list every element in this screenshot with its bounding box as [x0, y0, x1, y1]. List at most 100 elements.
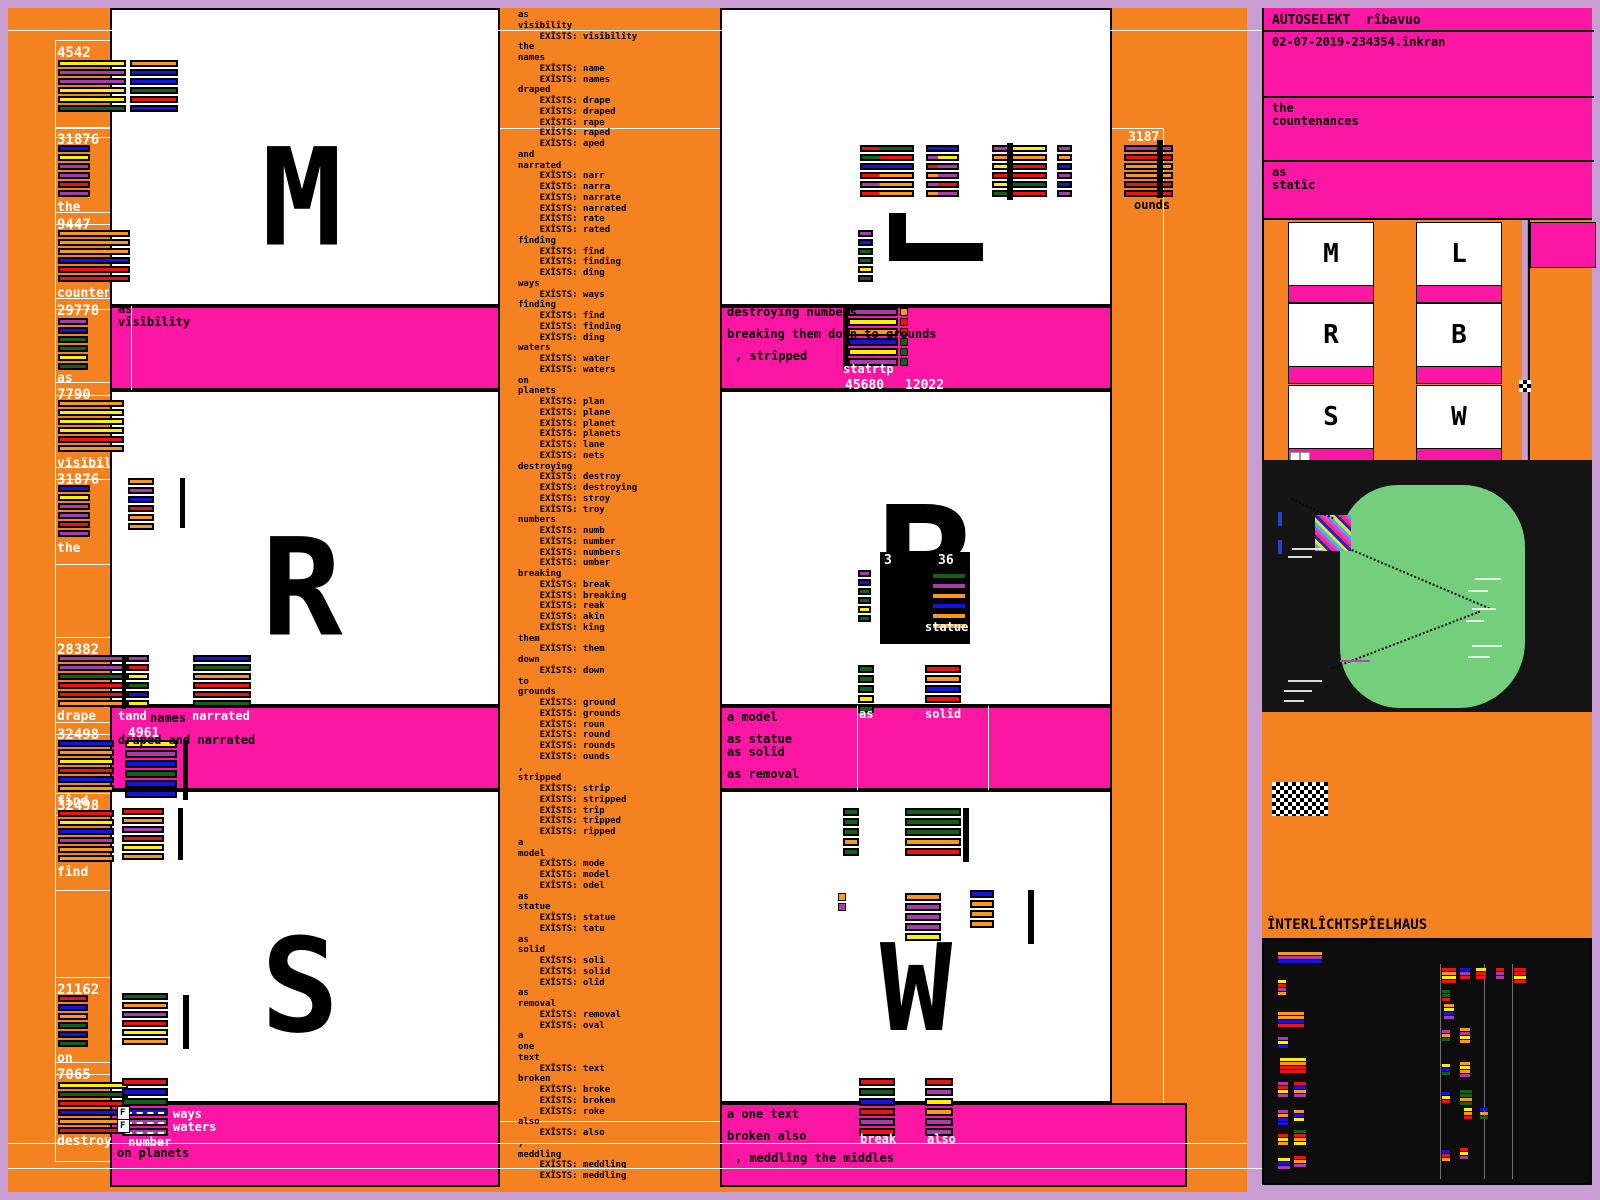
- bar-stack: [1124, 145, 1173, 199]
- flag-checkbox[interactable]: F: [117, 1119, 130, 1133]
- bar: [860, 145, 914, 152]
- bar-stack: [905, 893, 941, 943]
- bar-stack: [858, 665, 874, 715]
- lighthouse-title: ÎNTERLÎCHTSPÎELHAUS: [1267, 917, 1428, 933]
- minimap-tile[interactable]: S: [1288, 385, 1374, 449]
- bar-stack: [58, 145, 90, 199]
- overview-stack: [1480, 1108, 1488, 1120]
- exists-entry: EXÎSTS: olîd: [518, 977, 605, 988]
- flag-checkbox[interactable]: F: [117, 1106, 130, 1120]
- label: vîsîbîlîty: [118, 315, 191, 329]
- minimap-tile-footer: [1288, 366, 1374, 384]
- divider-bar: [122, 655, 126, 709]
- exists-entry: EXÎSTS: down: [518, 665, 605, 676]
- gutter: [1247, 0, 1262, 1200]
- bar: [900, 318, 908, 326]
- bar-stack: [970, 890, 994, 930]
- word-entry: vîsîbîlîty: [518, 20, 573, 31]
- minimap-tile[interactable]: W: [1416, 385, 1502, 449]
- bar: [58, 400, 124, 407]
- bar-stack: [926, 145, 959, 199]
- minimap-tile-footer: [1416, 285, 1502, 303]
- caption-band: [720, 306, 1112, 390]
- connector-line: [1291, 498, 1334, 520]
- label: 21162: [57, 982, 100, 998]
- bar: [905, 838, 961, 846]
- bar: [992, 154, 1047, 161]
- tick-mark: [1278, 540, 1282, 554]
- minimap-tile[interactable]: B: [1416, 303, 1502, 367]
- bar: [859, 1108, 895, 1116]
- divider-bar: [1028, 890, 1034, 944]
- bar: [128, 505, 154, 512]
- minimap-tile[interactable]: R: [1288, 303, 1374, 367]
- micro-text-mark: [1468, 590, 1488, 592]
- label: the: [57, 200, 81, 215]
- exists-entry: EXÎSTS: ways: [518, 289, 605, 300]
- bar: [848, 358, 898, 366]
- exists-entry: EXÎSTS: breakîng: [518, 590, 627, 601]
- overlay-label: 36: [938, 553, 954, 568]
- exists-entry: EXÎSTS: narrate: [518, 192, 621, 203]
- bar: [858, 675, 874, 683]
- exists-entry: EXÎSTS: meddlîng: [518, 1171, 627, 1181]
- bar: [58, 837, 114, 844]
- minimap-scrollbar[interactable]: [1522, 220, 1527, 460]
- bar: [128, 478, 154, 485]
- bar: [1057, 172, 1072, 179]
- label: break: [860, 1132, 897, 1146]
- bar-stack: [58, 740, 114, 794]
- bar: [125, 790, 177, 798]
- bar: [58, 530, 90, 537]
- noise-thumbnail[interactable]: [1315, 515, 1351, 551]
- label: 32498: [57, 727, 100, 743]
- sidebar-top-border: [1262, 0, 1592, 8]
- bar: [931, 592, 967, 600]
- micro-text-mark: [1284, 690, 1312, 692]
- bar: [128, 523, 154, 530]
- overview-stack: [1278, 1134, 1288, 1146]
- bar: [130, 96, 178, 103]
- label: 7065: [57, 1067, 91, 1083]
- scrollbar-thumb[interactable]: [1519, 380, 1531, 392]
- minimap-tile[interactable]: L: [1416, 222, 1502, 286]
- bar: [58, 172, 90, 179]
- bar: [900, 358, 908, 366]
- bar-stack: [848, 308, 898, 368]
- bar: [125, 780, 177, 788]
- bar: [1124, 154, 1173, 161]
- bar: [58, 190, 90, 197]
- minimap-tile[interactable]: M: [1288, 222, 1374, 286]
- bar: [58, 248, 130, 255]
- label: as solîd: [727, 745, 785, 759]
- bar: [859, 1128, 895, 1136]
- overview-stack: [1442, 1150, 1450, 1162]
- bar: [58, 327, 88, 334]
- session-id: 02-07-2019-234354.înkran: [1272, 35, 1446, 49]
- bar: [58, 427, 124, 434]
- bar: [848, 348, 898, 356]
- bar: [1124, 181, 1173, 188]
- bar: [838, 893, 846, 901]
- word-entry: narrated: [518, 160, 562, 171]
- word-entry: destroyîng: [518, 461, 573, 472]
- label: the: [57, 541, 81, 556]
- bar: [58, 266, 130, 273]
- exists-entry: EXÎSTS: rape: [518, 117, 605, 128]
- bar: [127, 700, 149, 707]
- label: number: [128, 1135, 172, 1149]
- exists-entry: EXÎSTS: dîng: [518, 268, 605, 278]
- bar: [843, 848, 859, 856]
- bar: [58, 275, 130, 282]
- bar: [193, 655, 251, 662]
- exists-entry: EXÎSTS: broken: [518, 1095, 616, 1106]
- bar: [58, 691, 128, 698]
- checkerboard-swatch: [1272, 782, 1328, 816]
- bar: [925, 1078, 953, 1086]
- header-caption-1a: the: [1272, 101, 1294, 115]
- bar-stack: [58, 810, 114, 864]
- bar: [58, 767, 114, 774]
- bar: [992, 190, 1047, 197]
- exists-entry: EXÎSTS: water: [518, 354, 611, 364]
- giant-letter: R: [261, 509, 343, 667]
